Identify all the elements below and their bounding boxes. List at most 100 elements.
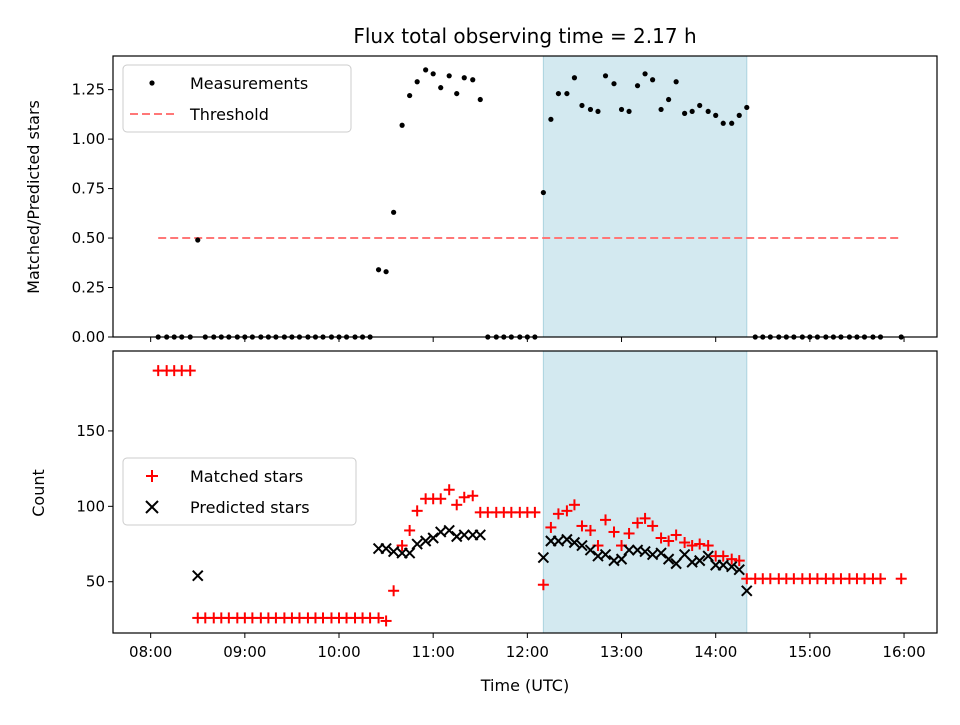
- measurement-point: [579, 102, 585, 109]
- bottom-ylabel: Count: [29, 469, 48, 517]
- matched-star-point: [670, 529, 682, 541]
- predicted-star-point: [741, 585, 753, 597]
- bottom-legend: Matched stars Predicted stars: [122, 457, 357, 526]
- matched-star-point: [467, 490, 479, 502]
- bottom-xtick-label: 14:00: [694, 643, 737, 661]
- predicted-star-point: [443, 524, 455, 537]
- matched-star-point: [632, 517, 644, 529]
- predicted-star-point: [419, 535, 432, 547]
- matched-star-point: [600, 514, 612, 526]
- bottom-xtick-label: 08:00: [129, 643, 172, 661]
- predicted-star-point: [662, 553, 675, 565]
- measurement-point: [375, 267, 382, 273]
- legend-matched-label: Matched stars: [190, 467, 303, 486]
- top-axes-frame: [112, 55, 938, 338]
- bottom-shaded-span: [542, 350, 748, 634]
- matched-star-point: [411, 505, 423, 517]
- measurement-point: [470, 77, 476, 83]
- legend-measurements-marker: [149, 80, 155, 86]
- predicted-star-point: [615, 553, 628, 565]
- measurement-point: [423, 67, 429, 73]
- measurement-point: [407, 92, 413, 99]
- top-ytick-label: 0.75: [72, 180, 105, 198]
- measurement-point: [399, 122, 405, 128]
- measurement-point: [438, 85, 444, 91]
- measurement-point: [626, 108, 632, 115]
- matched-star-point: [458, 491, 470, 503]
- top-ylabel: Matched/Predicted stars: [24, 100, 43, 294]
- measurement-point: [477, 96, 483, 103]
- bottom-ytick-label: 150: [76, 422, 105, 440]
- predicted-star-point: [561, 533, 573, 546]
- measurement-point: [414, 79, 420, 85]
- measurement-point: [736, 112, 742, 118]
- matched-star-point: [576, 520, 588, 532]
- matched-star-point: [184, 365, 196, 377]
- bottom-xtick-label: 10:00: [317, 643, 360, 661]
- chart-title: Flux total observing time = 2.17 h: [353, 24, 696, 48]
- measurement-point: [729, 120, 735, 126]
- measurement-point: [744, 104, 750, 111]
- measurement-point: [564, 90, 570, 97]
- top-axes: 0.00 0.25 0.50 0.75 1.00 1.25 Matched/Predict…: [24, 55, 938, 346]
- matched-star-point: [874, 573, 886, 585]
- matched-star-point: [694, 538, 706, 550]
- legend-threshold-label: Threshold: [189, 105, 269, 124]
- predicted-star-point: [192, 569, 204, 582]
- matched-star-point: [717, 550, 729, 562]
- measurement-point: [618, 106, 625, 113]
- legend-predicted-marker: [145, 500, 159, 514]
- measurement-point: [548, 116, 554, 122]
- measurement-point: [430, 71, 436, 77]
- predicted-star-point: [639, 545, 651, 558]
- measurement-point: [571, 75, 578, 81]
- matched-star-point: [608, 526, 620, 538]
- bottom-xtick-label: 16:00: [882, 643, 925, 661]
- measurement-point: [587, 106, 594, 113]
- matched-star-point: [584, 524, 596, 536]
- matched-star-point: [895, 573, 907, 585]
- measurement-point: [383, 269, 389, 275]
- predicted-star-point: [576, 539, 588, 552]
- matched-star-point: [373, 612, 385, 624]
- measurement-point: [673, 79, 679, 85]
- matched-star-point: [639, 512, 651, 524]
- matched-star-point: [380, 615, 392, 627]
- matched-star-point: [529, 506, 541, 518]
- top-ytick-label: 1.25: [72, 81, 105, 99]
- predicted-star-point: [655, 547, 667, 559]
- top-ytick-label: 0.25: [72, 279, 105, 297]
- top-shaded-span: [542, 55, 748, 338]
- bottom-ytick-label: 100: [76, 497, 105, 515]
- matched-star-point: [733, 555, 745, 567]
- predicted-star-point: [733, 563, 745, 576]
- measurement-point: [195, 237, 201, 243]
- measurement-point: [391, 209, 397, 215]
- legend-matched-marker: [146, 470, 158, 482]
- predicted-star-point: [584, 544, 597, 556]
- top-ytick-label: 1.00: [72, 130, 105, 148]
- predicted-star-point: [537, 551, 550, 564]
- top-legend: Measurements Threshold: [122, 64, 352, 133]
- bottom-xlabel: Time (UTC): [480, 676, 569, 695]
- matched-star-point: [686, 540, 698, 552]
- measurement-point: [611, 81, 617, 87]
- measurement-point: [461, 75, 467, 81]
- matched-star-point: [726, 553, 738, 565]
- legend-measurements-label: Measurements: [190, 74, 308, 93]
- measurement-point: [697, 102, 703, 109]
- measurement-point: [720, 120, 726, 126]
- bottom-xtick-label: 09:00: [223, 643, 266, 661]
- bottom-xtick-label: 15:00: [788, 643, 831, 661]
- matched-star-point: [443, 484, 455, 496]
- matched-star-point: [702, 540, 714, 552]
- measurement-point: [682, 110, 688, 116]
- bottom-axes-frame: [112, 350, 938, 634]
- matched-star-point: [663, 535, 675, 547]
- measurement-point: [650, 77, 656, 83]
- matched-star-point: [435, 493, 447, 505]
- legend-predicted-label: Predicted stars: [190, 498, 310, 517]
- predicted-star-point: [693, 554, 706, 567]
- matched-star-point: [451, 499, 463, 511]
